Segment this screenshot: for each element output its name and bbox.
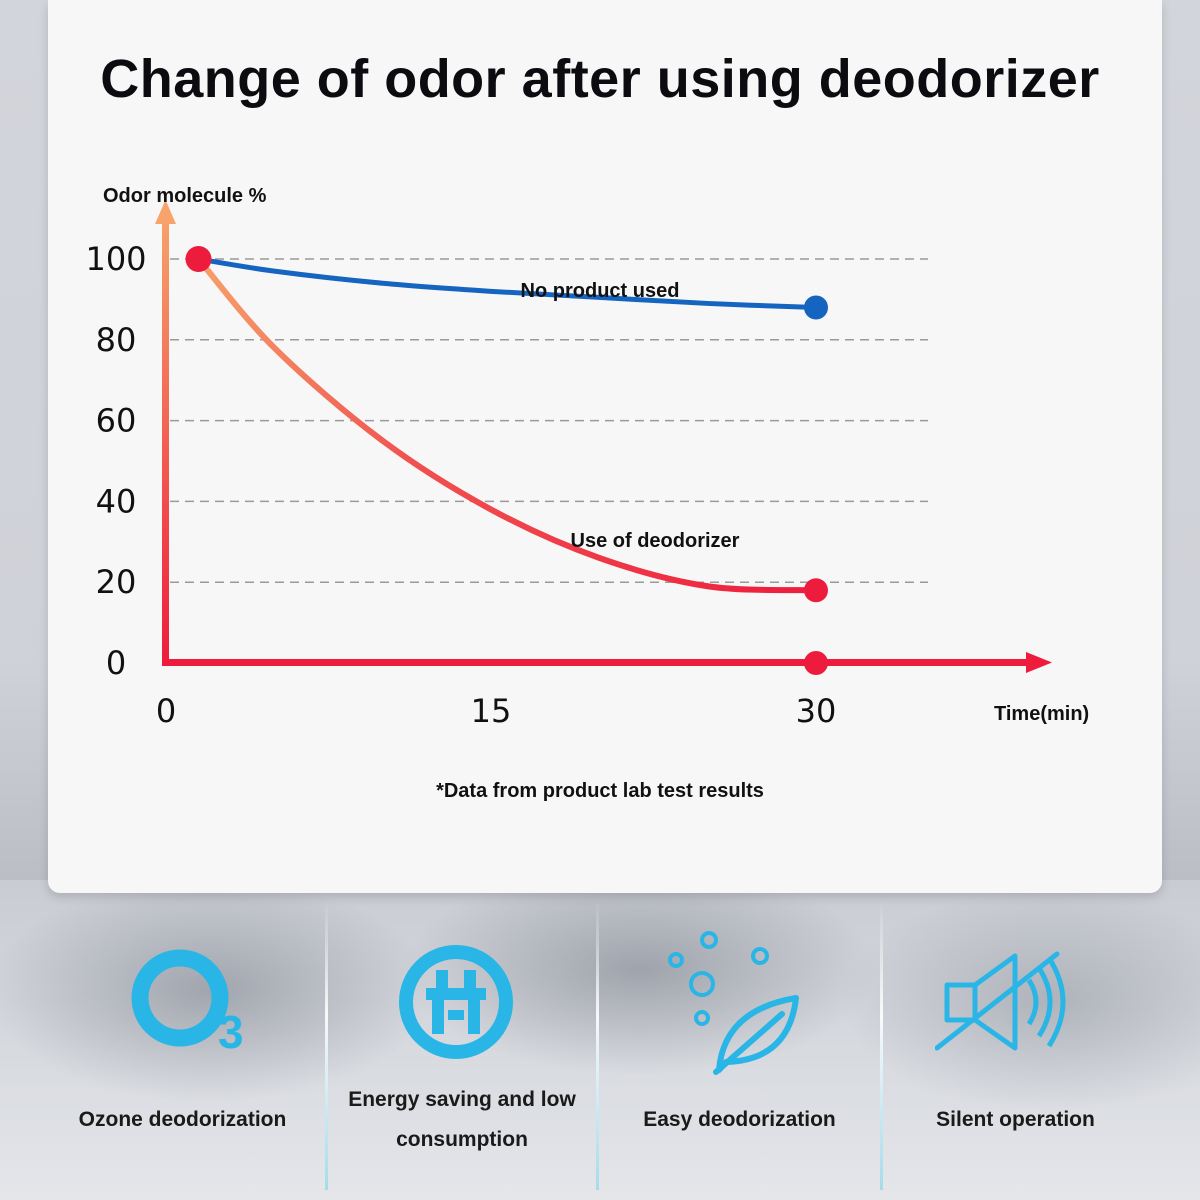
feature-label: Easy deodorization [599, 1100, 880, 1140]
chart-card [48, 0, 1162, 893]
leaf-bubbles-icon [668, 931, 799, 1075]
feature-label: Energy saving and low consumption [328, 1080, 596, 1160]
y-tick-label: 80 [96, 321, 137, 359]
grid-lines [170, 258, 928, 583]
feature-label: Silent operation [883, 1100, 1148, 1140]
feature-strip: 3 Ozone deodorization Energy saving and … [0, 900, 1200, 1190]
x-axis [162, 659, 1030, 666]
y-tick-label: 40 [96, 482, 137, 520]
series-line-no-product [196, 256, 819, 310]
feature-label-line: Easy deodorization [643, 1108, 836, 1131]
series-line-deodorizer [195, 256, 819, 594]
y-tick-label: 60 [96, 402, 137, 440]
feature-easy: Easy deodorization [599, 900, 880, 1190]
y-tick-label: 100 [85, 240, 146, 278]
ozone-icon: 3 [131, 949, 244, 1058]
x-axis-marker [804, 651, 828, 675]
mute-speaker-icon [935, 951, 1066, 1051]
feature-ozone: 3 Ozone deodorization [40, 900, 325, 1190]
y-axis [162, 214, 169, 666]
y-axis-label: Odor molecule % [103, 185, 267, 207]
energy-saving-icon [399, 945, 513, 1059]
svg-text:3: 3 [218, 1006, 244, 1058]
x-tick-label: 30 [796, 692, 837, 730]
y-tick-label: 0 [106, 644, 126, 682]
feature-label: Ozone deodorization [40, 1100, 325, 1140]
feature-energy: Energy saving and low consumption [328, 900, 596, 1190]
x-axis-label: Time(min) [994, 703, 1089, 725]
point-start [185, 246, 212, 272]
labels: 0 20 40 60 80 100 0 15 30 Odor molecule % Time(min… [85, 185, 1089, 730]
y-axis-arrow [155, 200, 176, 224]
x-tick-label: 15 [471, 692, 512, 730]
page-title: Change of odor after using deodorizer [100, 49, 1100, 109]
x-axis-arrow [1026, 652, 1052, 673]
feature-label-line: Energy saving and low [348, 1088, 576, 1111]
point-deodorizer-end [804, 578, 828, 603]
series-label-no-product: No product used [521, 280, 680, 302]
divider [596, 900, 599, 1190]
point-no-product-end [804, 295, 828, 320]
line-chart: 0 20 40 60 80 100 0 15 30 Odor molecule % Time(min… [85, 185, 1089, 730]
series [185, 246, 828, 675]
series-label-deodorizer: Use of deodorizer [571, 530, 740, 552]
feature-label-line: consumption [396, 1128, 528, 1151]
divider [880, 900, 883, 1190]
feature-label-line: Ozone deodorization [78, 1108, 287, 1131]
divider [325, 900, 328, 1190]
y-tick-label: 20 [96, 563, 137, 601]
x-tick-label: 0 [156, 692, 176, 730]
feature-label-line: Silent operation [936, 1108, 1095, 1131]
axes [155, 200, 1052, 673]
feature-silent: Silent operation [883, 900, 1148, 1190]
data-source-note: *Data from product lab test results [436, 780, 764, 802]
